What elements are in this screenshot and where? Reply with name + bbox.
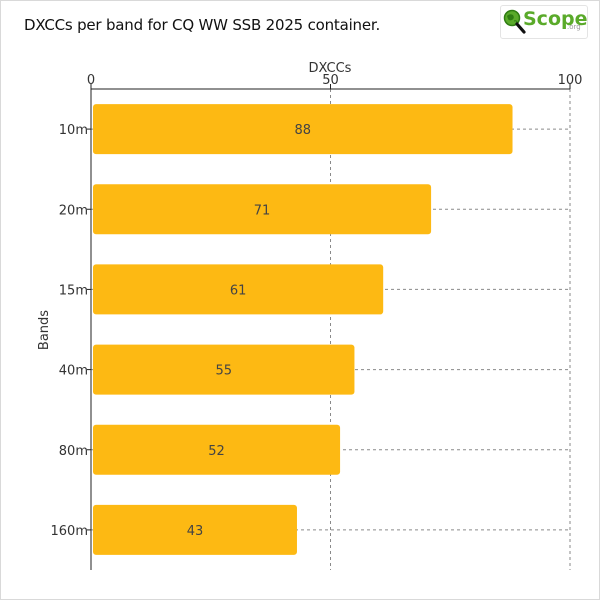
bar-value-label: 61 [230, 283, 247, 298]
y-tick-label: 80m [59, 444, 88, 459]
y-tick-label: 15m [59, 283, 88, 298]
bar-160m [93, 504, 297, 555]
logo-text: Scope [523, 8, 588, 30]
x-tick-label: 0 [87, 73, 95, 88]
logo-sub: .org [567, 23, 581, 31]
bar-40m [93, 344, 355, 395]
logo[interactable]: Scope .org [500, 5, 588, 39]
bar-15m [93, 264, 384, 315]
x-tick-label: 50 [322, 73, 339, 88]
gridlines [91, 89, 571, 570]
bar-20m [93, 184, 432, 235]
bar-value-label: 52 [208, 444, 225, 459]
magnifier-globe-icon [503, 9, 526, 34]
bar-value-label: 43 [187, 524, 204, 539]
bar-value-label: 55 [215, 364, 232, 379]
y-tick-label: 10m [59, 123, 88, 138]
bar-10m [93, 104, 513, 155]
y-tick-label: 40m [59, 364, 88, 379]
y-axis-label: Bands [37, 310, 52, 350]
y-tick-label: 20m [59, 203, 88, 218]
x-tick-label: 100 [558, 73, 583, 88]
bar-value-label: 88 [294, 123, 311, 138]
axes: 10m 20m 15m 40m 80m 160m 0 50 100 [51, 73, 583, 570]
bars: 88 71 61 55 52 43 [93, 104, 513, 555]
y-tick-label: 160m [51, 524, 88, 539]
chart-title: DXCCs per band for CQ WW SSB 2025 contai… [24, 16, 381, 34]
bar-80m [93, 424, 341, 475]
x-axis-label: DXCCs [309, 61, 352, 76]
bar-value-label: 71 [254, 203, 271, 218]
